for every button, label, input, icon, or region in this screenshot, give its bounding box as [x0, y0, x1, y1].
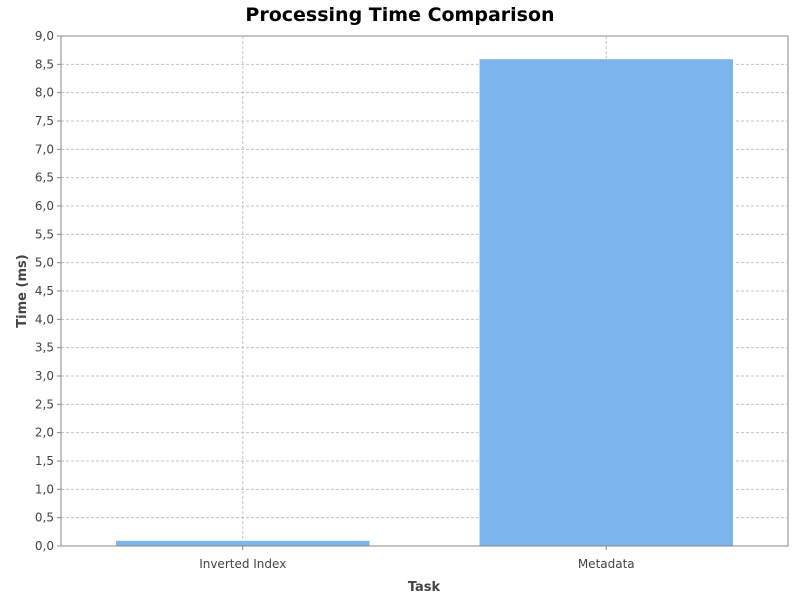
- y-tick-label: 5,5: [35, 227, 54, 241]
- y-tick-label: 8,5: [35, 57, 54, 71]
- y-tick-label: 4,0: [35, 312, 54, 326]
- y-tick-label: 8,0: [35, 86, 54, 100]
- bar-inverted-index: [115, 539, 371, 547]
- y-tick-label: 0,0: [35, 539, 54, 553]
- y-tick-label: 6,0: [35, 199, 54, 213]
- y-tick-label: 2,0: [35, 426, 54, 440]
- x-tick-label: Inverted Index: [199, 557, 286, 571]
- y-tick-label: 7,5: [35, 114, 54, 128]
- y-axis-label: Time (ms): [15, 254, 30, 327]
- y-tick-label: 4,5: [35, 284, 54, 298]
- x-axis-ticks: Inverted Index Metadata: [199, 546, 635, 571]
- bars: [115, 58, 734, 547]
- chart-title: Processing Time Comparison: [245, 4, 554, 26]
- bar-metadata: [478, 58, 734, 547]
- y-tick-label: 5,0: [35, 256, 54, 270]
- y-tick-label: 7,0: [35, 142, 54, 156]
- y-tick-label: 1,5: [35, 454, 54, 468]
- y-tick-label: 2,5: [35, 397, 54, 411]
- y-tick-label: 3,0: [35, 369, 54, 383]
- y-tick-label: 0,5: [35, 511, 54, 525]
- y-tick-label: 6,5: [35, 171, 54, 185]
- x-tick-label: Metadata: [578, 557, 635, 571]
- y-tick-label: 1,0: [35, 482, 54, 496]
- y-tick-label: 3,5: [35, 341, 54, 355]
- y-tick-label: 9,0: [35, 29, 54, 43]
- y-axis-ticks: 0,0 0,5 1,0 1,5 2,0 2,5 3,0 3,5 4,0 4,5 5,0 5,5 6,0 6…: [35, 29, 61, 553]
- x-axis-label: Task: [408, 580, 441, 595]
